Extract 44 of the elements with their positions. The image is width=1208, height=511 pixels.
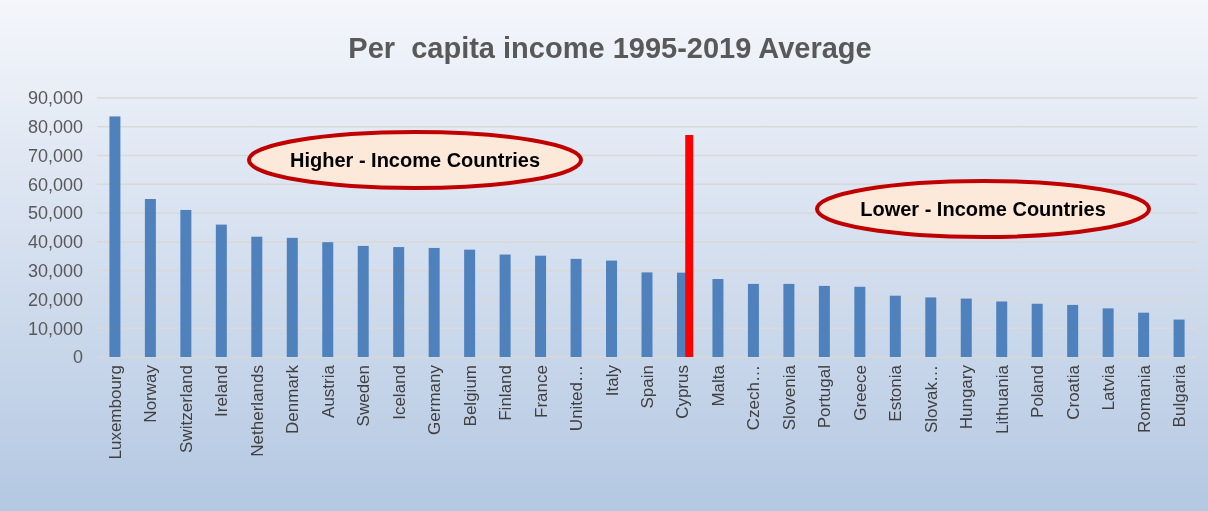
x-tick-label: Germany [425, 364, 445, 435]
y-tick-label: 20,000 [27, 289, 83, 310]
x-tick-label: Ireland [212, 365, 232, 417]
y-tick-label: 80,000 [27, 117, 83, 138]
annotation: Higher - Income Countries [289, 149, 541, 171]
x-tick-label: Czech… [744, 365, 764, 431]
y-tick-label: 90,000 [27, 88, 83, 109]
y-tick-label: 50,000 [27, 203, 83, 224]
x-tick-label: Spain [638, 365, 657, 409]
x-tick-label: Poland [1028, 365, 1048, 418]
annotation: Lower - Income Countries [860, 198, 1106, 220]
x-tick-label: Slovenia [779, 364, 799, 431]
x-tick-label: France [531, 365, 551, 418]
x-tick-label: Lithuania [992, 364, 1012, 435]
x-tick-label: Greece [850, 365, 870, 421]
x-tick-label: Cyprus [673, 365, 693, 419]
y-tick-label: 40,000 [27, 232, 83, 253]
x-tick-label: Hungary [957, 364, 977, 430]
x-tick-label: Norway [141, 364, 161, 423]
x-tick-label: Finland [496, 365, 516, 421]
x-tick-label: Latvia [1099, 364, 1119, 411]
x-tick-label: Estonia [886, 364, 906, 422]
x-tick-label: Malta [708, 364, 728, 407]
y-tick-label: 10,000 [27, 318, 83, 339]
x-tick-label: Croatia [1063, 364, 1083, 420]
x-tick-label: Austria [318, 364, 338, 418]
y-tick-label: 30,000 [27, 260, 83, 281]
x-tick-label: Netherlands [247, 365, 267, 457]
x-tick-label: Slovak… [921, 365, 941, 434]
x-tick-label: Romania [1134, 364, 1154, 434]
x-tick-label: Bulgaria [1170, 364, 1190, 428]
y-tick-label: 70,000 [27, 145, 83, 166]
x-tick-label: Italy [602, 364, 622, 397]
x-tick-label: Portugal [815, 365, 835, 429]
y-tick-label: 60,000 [27, 174, 83, 195]
x-tick-label: Sweden [354, 365, 374, 427]
chart-title: Per capita income 1995-2019 Average [348, 32, 872, 64]
x-tick-label: Denmark [283, 364, 303, 434]
x-tick-label: Belgium [460, 365, 480, 427]
x-tick-label: Luxembourg [105, 365, 125, 460]
y-tick-label: 0 [72, 347, 83, 368]
x-tick-label: United… [567, 365, 587, 432]
x-tick-label: Iceland [389, 365, 409, 420]
x-tick-label: Switzerland [176, 365, 196, 453]
